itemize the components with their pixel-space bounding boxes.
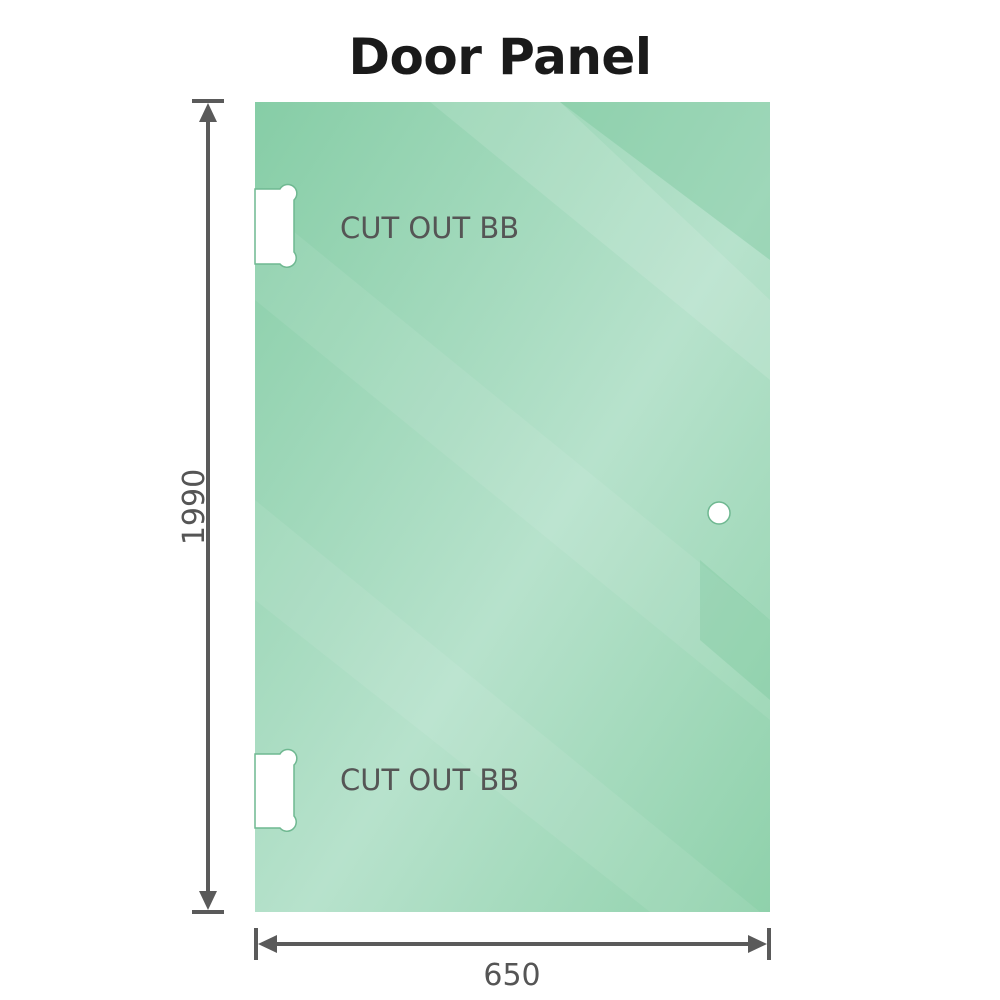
glass-panel xyxy=(255,102,770,912)
cutout-bottom xyxy=(254,748,298,832)
width-dimension-line xyxy=(254,928,771,960)
handle-hole xyxy=(707,501,731,525)
height-label: 1990 xyxy=(177,469,212,545)
diagram-title: Door Panel xyxy=(348,28,652,86)
width-label: 650 xyxy=(483,958,540,993)
height-dimension-line xyxy=(192,99,224,914)
cutout-top xyxy=(254,183,298,268)
cutout-label-top: CUT OUT BB xyxy=(340,211,519,245)
cutout-label-bottom: CUT OUT BB xyxy=(340,763,519,797)
